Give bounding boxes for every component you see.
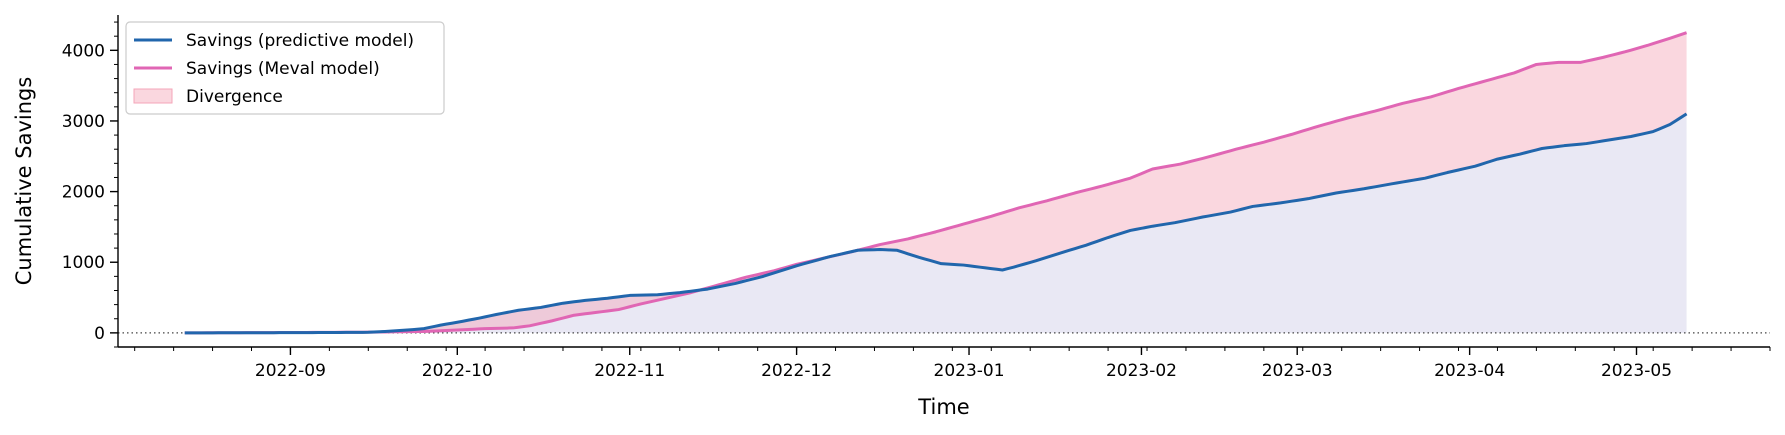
x-tick-label: 2022-11: [594, 361, 665, 381]
x-tick-label: 2022-09: [255, 361, 326, 381]
lines-layer: [184, 31, 1688, 335]
x-tick-label: 2023-04: [1434, 361, 1505, 381]
area-under-predictive: [184, 113, 1687, 333]
x-tick-label: 2023-01: [934, 361, 1005, 381]
legend-box: [125, 21, 445, 115]
legend-label: Savings (predictive model): [186, 31, 414, 51]
legend: Savings (predictive model) Savings (Meval…: [125, 21, 445, 115]
y-axis-title: Cumulative Savings: [12, 77, 36, 286]
y-tick-label: 4000: [62, 41, 105, 61]
y-tick-label: 0: [94, 324, 105, 344]
y-tick-label: 1000: [62, 253, 105, 273]
legend-label: Divergence: [186, 87, 283, 107]
legend-swatch-patch: [133, 88, 173, 104]
legend-label: Savings (Meval model): [186, 59, 380, 79]
x-tick-label: 2023-05: [1601, 361, 1672, 381]
x-tick-label: 2022-12: [761, 361, 832, 381]
series-line-predictive-model: [184, 112, 1688, 335]
x-tick-label: 2022-10: [422, 361, 493, 381]
x-axis-title: Time: [917, 395, 969, 419]
y-tick-label: 2000: [62, 183, 105, 203]
axes-layer: 0 1000 2000 3000 4000 2022-09 2022-10 2022-11 20…: [62, 15, 1771, 381]
x-tick-label: 2023-02: [1106, 361, 1177, 381]
divergence-area: [184, 32, 1687, 333]
x-tick-label: 2023-03: [1262, 361, 1333, 381]
series-line-meval-model: [184, 31, 1688, 335]
y-tick-label: 3000: [62, 112, 105, 132]
